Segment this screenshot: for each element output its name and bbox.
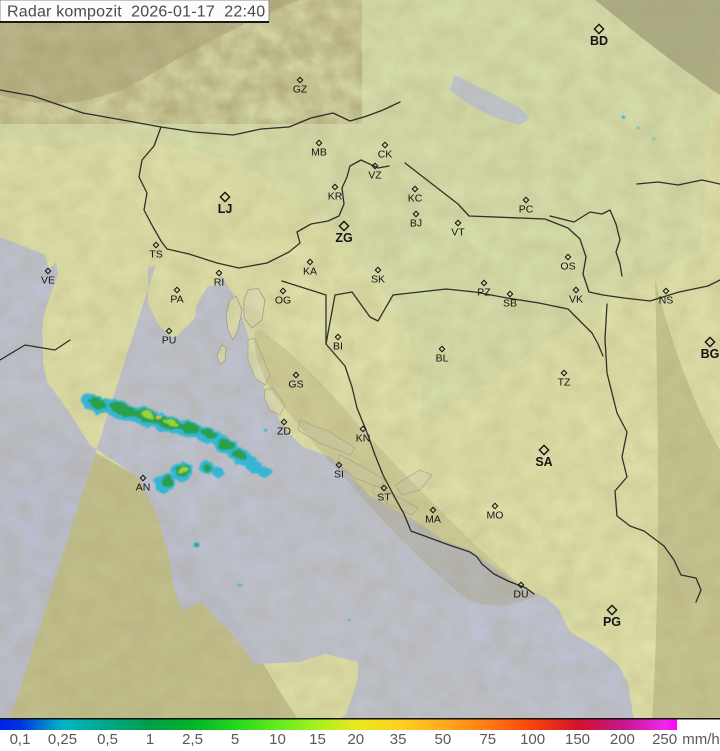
svg-text:BG: BG (701, 347, 720, 361)
svg-text:GS: GS (288, 379, 303, 391)
svg-text:0,1: 0,1 (10, 731, 31, 748)
svg-text:2,5: 2,5 (182, 731, 203, 748)
svg-text:SB: SB (503, 298, 517, 310)
svg-text:AN: AN (136, 482, 151, 494)
svg-text:ZD: ZD (277, 426, 291, 438)
svg-text:RI: RI (214, 277, 225, 289)
svg-text:KN: KN (356, 433, 371, 445)
svg-text:10: 10 (269, 731, 286, 748)
svg-text:MO: MO (487, 510, 504, 522)
svg-text:TZ: TZ (558, 377, 571, 389)
svg-text:150: 150 (565, 731, 590, 748)
svg-text:DU: DU (513, 589, 528, 601)
svg-text:VK: VK (569, 294, 583, 306)
svg-text:ST: ST (377, 492, 391, 504)
svg-text:VZ: VZ (368, 170, 382, 182)
svg-text:SI: SI (334, 469, 344, 481)
svg-text:PC: PC (519, 204, 534, 216)
svg-text:MB: MB (311, 147, 327, 159)
svg-text:100: 100 (520, 731, 545, 748)
svg-text:20: 20 (347, 731, 364, 748)
svg-text:BJ: BJ (410, 218, 422, 230)
svg-text:0,5: 0,5 (97, 731, 118, 748)
svg-text:200: 200 (610, 731, 635, 748)
svg-text:CK: CK (378, 149, 393, 161)
svg-text:TS: TS (149, 249, 162, 261)
svg-text:BD: BD (590, 34, 608, 48)
svg-text:mm/h: mm/h (682, 731, 720, 748)
svg-text:ZG: ZG (335, 231, 352, 245)
svg-text:GZ: GZ (293, 84, 308, 96)
svg-text:35: 35 (390, 731, 407, 748)
svg-text:KR: KR (328, 191, 343, 203)
svg-text:LJ: LJ (218, 202, 233, 216)
svg-text:KA: KA (303, 266, 317, 278)
svg-text:BI: BI (333, 341, 343, 353)
svg-text:250: 250 (652, 731, 677, 748)
svg-text:MA: MA (425, 514, 441, 526)
svg-text:OS: OS (560, 261, 575, 273)
svg-text:50: 50 (435, 731, 452, 748)
svg-text:OG: OG (275, 295, 291, 307)
svg-text:15: 15 (309, 731, 326, 748)
svg-text:0,25: 0,25 (48, 731, 77, 748)
svg-text:VE: VE (41, 275, 55, 287)
svg-text:NS: NS (659, 295, 674, 307)
svg-text:PU: PU (162, 335, 177, 347)
svg-text:SK: SK (371, 274, 385, 286)
svg-text:BL: BL (436, 353, 449, 365)
svg-text:Radar kompozit 2026-01-17 22: Radar kompozit 2026-01-17 22:40 (7, 4, 265, 21)
svg-text:5: 5 (231, 731, 239, 748)
svg-text:SA: SA (535, 455, 552, 469)
svg-text:1: 1 (146, 731, 154, 748)
svg-text:KC: KC (408, 193, 423, 205)
svg-text:PG: PG (603, 615, 621, 629)
svg-text:PZ: PZ (477, 287, 491, 299)
svg-text:75: 75 (479, 731, 496, 748)
svg-text:VT: VT (451, 227, 465, 239)
svg-text:PA: PA (170, 294, 183, 306)
